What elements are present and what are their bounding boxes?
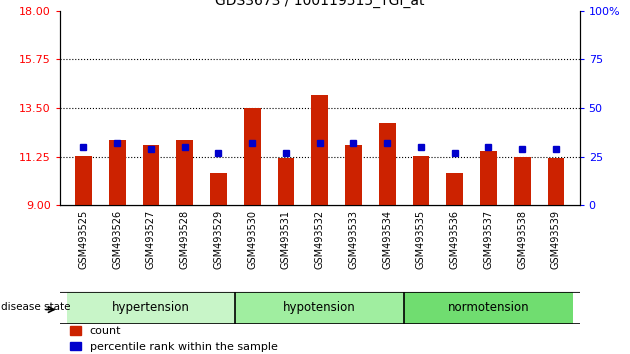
- Text: GSM493525: GSM493525: [79, 210, 88, 269]
- Text: GSM493533: GSM493533: [348, 210, 358, 269]
- Bar: [75, 155, 92, 205]
- Bar: [142, 145, 159, 205]
- Bar: [244, 108, 261, 205]
- Bar: [379, 123, 396, 205]
- Bar: [413, 155, 430, 205]
- Text: GSM493527: GSM493527: [146, 210, 156, 269]
- Bar: [210, 173, 227, 205]
- Text: hypertension: hypertension: [112, 302, 190, 314]
- Text: disease state: disease state: [1, 302, 71, 312]
- Bar: [176, 141, 193, 205]
- Text: GSM493536: GSM493536: [450, 210, 460, 269]
- Bar: [480, 151, 497, 205]
- Bar: [404, 292, 573, 324]
- Legend: count, percentile rank within the sample: count, percentile rank within the sample: [66, 322, 282, 354]
- Bar: [547, 158, 564, 205]
- Bar: [236, 292, 404, 324]
- Text: GSM493526: GSM493526: [112, 210, 122, 269]
- Text: GSM493534: GSM493534: [382, 210, 392, 269]
- Title: GDS3673 / 100119515_TGI_at: GDS3673 / 100119515_TGI_at: [215, 0, 425, 8]
- Text: GSM493528: GSM493528: [180, 210, 190, 269]
- Bar: [514, 157, 530, 205]
- Bar: [67, 292, 236, 324]
- Bar: [109, 141, 125, 205]
- Text: GSM493537: GSM493537: [483, 210, 493, 269]
- Text: GSM493529: GSM493529: [214, 210, 224, 269]
- Bar: [278, 158, 294, 205]
- Text: GSM493539: GSM493539: [551, 210, 561, 269]
- Text: GSM493538: GSM493538: [517, 210, 527, 269]
- Text: hypotension: hypotension: [284, 302, 356, 314]
- Text: GSM493535: GSM493535: [416, 210, 426, 269]
- Bar: [446, 173, 463, 205]
- Bar: [311, 95, 328, 205]
- Bar: [345, 145, 362, 205]
- Text: GSM493531: GSM493531: [281, 210, 291, 269]
- Text: GSM493530: GSM493530: [247, 210, 257, 269]
- Text: GSM493532: GSM493532: [315, 210, 324, 269]
- Text: normotension: normotension: [448, 302, 529, 314]
